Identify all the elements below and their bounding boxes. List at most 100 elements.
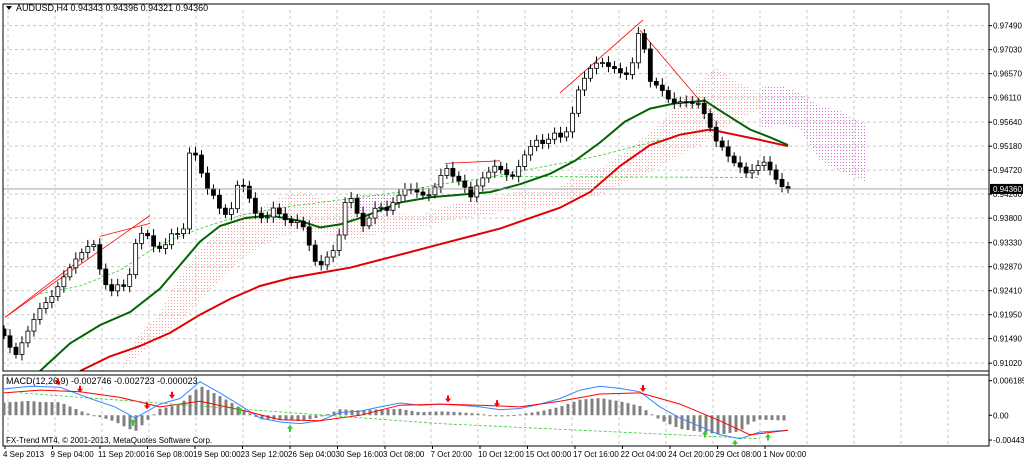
macd-histogram-bar xyxy=(68,406,72,416)
candle-bull xyxy=(588,67,593,79)
macd-histogram-bar xyxy=(20,401,24,416)
buy-arrow-icon xyxy=(765,433,771,441)
candle-bear xyxy=(193,152,198,156)
candle-bull xyxy=(546,138,552,144)
candle-bear xyxy=(462,180,468,188)
sell-arrow-icon xyxy=(445,395,451,403)
macd-histogram-bar xyxy=(146,415,150,420)
grid xyxy=(3,10,989,446)
price-tick-label: 0.91020 xyxy=(993,359,1022,368)
macd-histogram-bar xyxy=(200,386,204,416)
candle-bull xyxy=(348,198,354,203)
candle-bull xyxy=(330,250,336,258)
macd-histogram-bar xyxy=(50,402,54,416)
macd-histogram-bar xyxy=(662,415,666,422)
macd-histogram-bar xyxy=(446,411,450,416)
price-tick-label: 0.91950 xyxy=(993,311,1022,320)
macd-histogram-bar xyxy=(158,408,162,416)
macd-histogram-bar xyxy=(458,412,462,416)
sell-arrow-icon xyxy=(55,378,61,386)
candle-bull xyxy=(516,166,522,177)
candle-bear xyxy=(384,206,390,211)
candle-bear xyxy=(450,168,456,177)
macd-histogram-bar xyxy=(434,411,438,416)
price-tick-label: 0.95640 xyxy=(993,118,1022,127)
sell-arrow-icon xyxy=(494,400,500,408)
macd-histogram-bar xyxy=(86,413,90,416)
candle-bear xyxy=(13,346,19,355)
candle-bear xyxy=(743,166,749,174)
candle-bull xyxy=(534,139,540,147)
candle-bear xyxy=(671,98,677,104)
candle-bull xyxy=(486,171,492,179)
candle-bull xyxy=(127,274,133,287)
price-tick-label: 0.95180 xyxy=(993,142,1022,151)
macd-histogram-bar xyxy=(674,415,678,428)
macd-histogram-bar xyxy=(170,406,174,416)
candle-bull xyxy=(25,330,31,344)
trend-line xyxy=(444,160,501,164)
macd-histogram-bar xyxy=(548,409,552,416)
macd-tick-label: -0.004437 xyxy=(993,436,1024,445)
macd-histogram-bar xyxy=(110,415,114,421)
macd-histogram-bar xyxy=(290,415,294,421)
macd-histogram-bar xyxy=(56,402,60,416)
buy-arrow-icon xyxy=(702,430,708,438)
macd-histogram-bar xyxy=(626,403,630,416)
macd-indicator xyxy=(3,378,789,446)
macd-histogram-bar xyxy=(392,409,396,416)
candle-bear xyxy=(707,113,713,128)
candle-bull xyxy=(49,296,55,303)
time-tick-label: 1 Nov 00:00 xyxy=(763,450,807,459)
macd-histogram-bar xyxy=(632,404,636,416)
macd-histogram-bar xyxy=(680,415,684,430)
candle-bull xyxy=(522,154,528,167)
macd-histogram-bar xyxy=(26,400,30,416)
candle-bear xyxy=(701,102,707,114)
candle-bull xyxy=(31,318,37,332)
candle-bull xyxy=(480,177,486,187)
current-price-badge: 0.94360 xyxy=(990,183,1023,194)
macd-histogram-bar xyxy=(566,403,570,416)
candle-bull xyxy=(492,165,498,173)
price-tick-label: 0.92410 xyxy=(993,287,1022,296)
macd-histogram-bar xyxy=(716,415,720,435)
macd-histogram-bar xyxy=(602,398,606,416)
candle-bear xyxy=(306,226,312,246)
macd-histogram-bar xyxy=(14,401,18,416)
macd-histogram-bar xyxy=(728,415,732,433)
macd-histogram-bar xyxy=(644,410,648,416)
macd-histogram-bar xyxy=(62,403,66,416)
candle-bear xyxy=(767,161,773,171)
macd-histogram-bar xyxy=(416,411,420,416)
time-tick-label: 24 Oct 20:00 xyxy=(668,450,714,459)
buy-arrow-icon xyxy=(130,418,136,426)
time-tick-label: 17 Oct 16:00 xyxy=(573,450,619,459)
candle-bull xyxy=(235,184,240,210)
macd-histogram-bar xyxy=(332,411,336,416)
candle-bear xyxy=(300,220,306,228)
time-tick-label: 26 Sep 04:00 xyxy=(288,450,336,459)
candle-bull xyxy=(582,77,587,91)
macd-tick-label: 0.00 xyxy=(993,411,1009,420)
macd-histogram-bar xyxy=(614,400,618,416)
macd-histogram-bar xyxy=(764,415,768,420)
copyright-label: FX-Trend MT4, © 2001-2013, MetaQuotes So… xyxy=(6,436,212,445)
buy-arrow-icon xyxy=(732,439,738,446)
candle-bear xyxy=(211,188,216,196)
macd-histogram-bar xyxy=(272,415,276,420)
candle-bull xyxy=(396,194,402,203)
macd-histogram-bar xyxy=(410,410,414,416)
candle-bear xyxy=(653,81,659,86)
candle-bear xyxy=(683,101,689,104)
candle-bull xyxy=(438,174,444,188)
candle-bear xyxy=(288,219,294,224)
candle-bear xyxy=(420,191,426,196)
macd-histogram-bar xyxy=(776,415,780,421)
candle-bear xyxy=(779,178,785,187)
macd-histogram-bar xyxy=(260,415,264,420)
cloud-area xyxy=(120,66,866,371)
dropdown-triangle-icon[interactable] xyxy=(6,6,12,10)
